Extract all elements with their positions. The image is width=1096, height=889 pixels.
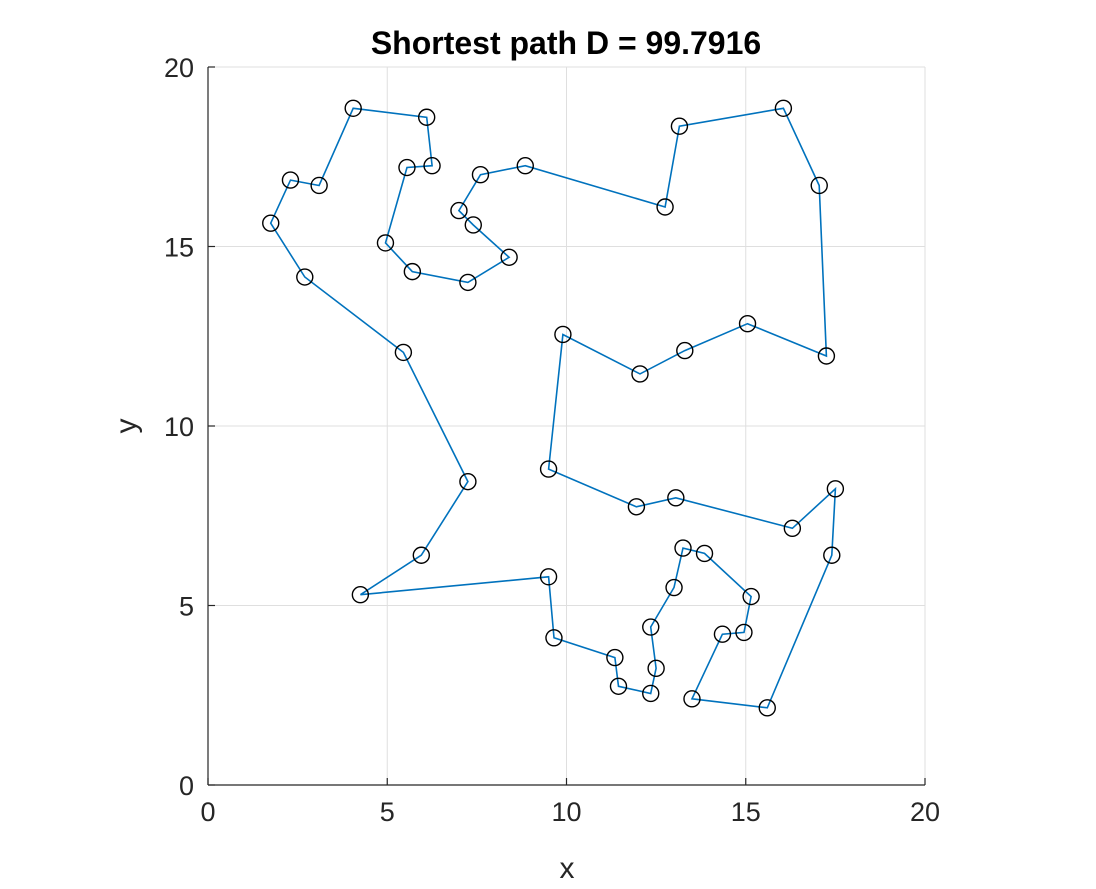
node-marker-8	[344, 99, 362, 117]
node-marker-17	[450, 201, 468, 220]
x-axis-label: x	[560, 852, 575, 885]
node-marker-14	[459, 273, 477, 292]
chart-title: Shortest path D = 99.7916	[371, 25, 761, 61]
node-marker-13	[403, 262, 422, 281]
x-tick-label-4: 20	[910, 797, 940, 827]
node-marker-6	[281, 171, 300, 189]
node-marker-46	[609, 677, 628, 695]
node-marker-35	[758, 699, 776, 717]
node-marker-30	[627, 498, 646, 516]
node-marker-33	[826, 480, 845, 498]
node-marker-18	[471, 165, 490, 184]
node-marker-23	[810, 176, 828, 195]
node-marker-40	[695, 544, 714, 563]
nodes	[262, 99, 845, 717]
node-marker-38	[735, 623, 753, 642]
y-tick-label-1: 5	[179, 592, 194, 622]
node-marker-47	[606, 648, 624, 667]
node-marker-11	[398, 158, 416, 177]
node-marker-0	[351, 586, 370, 604]
y-axis-label: y	[110, 419, 143, 434]
x-tick-label-2: 10	[551, 797, 581, 827]
node-marker-37	[713, 625, 732, 643]
node-marker-44	[647, 659, 665, 678]
node-marker-26	[676, 341, 694, 360]
path-series	[269, 107, 837, 709]
node-marker-45	[642, 684, 660, 703]
node-marker-21	[670, 117, 689, 135]
node-marker-49	[539, 568, 558, 586]
node-marker-28	[554, 325, 572, 344]
node-marker-16	[464, 216, 482, 234]
x-tick-label-1: 5	[380, 797, 395, 827]
x-tick-label-3: 15	[731, 797, 761, 827]
node-marker-41	[674, 539, 692, 557]
node-marker-48	[545, 629, 563, 647]
y-tick-label-2: 10	[164, 412, 194, 442]
node-marker-25	[738, 314, 757, 333]
node-marker-10	[423, 157, 441, 175]
node-marker-27	[631, 365, 649, 383]
node-marker-9	[417, 108, 436, 126]
node-marker-24	[817, 347, 836, 365]
node-marker-19	[516, 157, 534, 175]
node-marker-34	[823, 546, 841, 564]
node-marker-1	[412, 546, 431, 564]
node-marker-2	[459, 472, 477, 491]
node-marker-12	[376, 234, 395, 252]
y-tick-label-3: 15	[164, 233, 194, 263]
y-tick-label-0: 0	[179, 771, 194, 801]
axes: 0 5 10 15 20 0 5 10 15 20	[164, 53, 940, 827]
x-tick-label-0: 0	[200, 797, 215, 827]
node-marker-31	[667, 489, 685, 507]
node-marker-42	[665, 578, 683, 597]
node-marker-36	[683, 690, 701, 708]
path-line	[269, 107, 837, 709]
node-marker-3	[394, 343, 413, 362]
node-marker-4	[296, 268, 314, 286]
node-marker-22	[774, 99, 793, 117]
node-marker-20	[656, 198, 674, 216]
node-marker-29	[539, 460, 558, 478]
node-marker-5	[262, 214, 280, 232]
node-marker-7	[310, 176, 328, 195]
node-marker-15	[500, 248, 518, 266]
node-marker-43	[642, 618, 660, 636]
y-tick-label-4: 20	[164, 53, 194, 83]
node-marker-39	[742, 587, 760, 606]
node-marker-32	[783, 519, 802, 538]
